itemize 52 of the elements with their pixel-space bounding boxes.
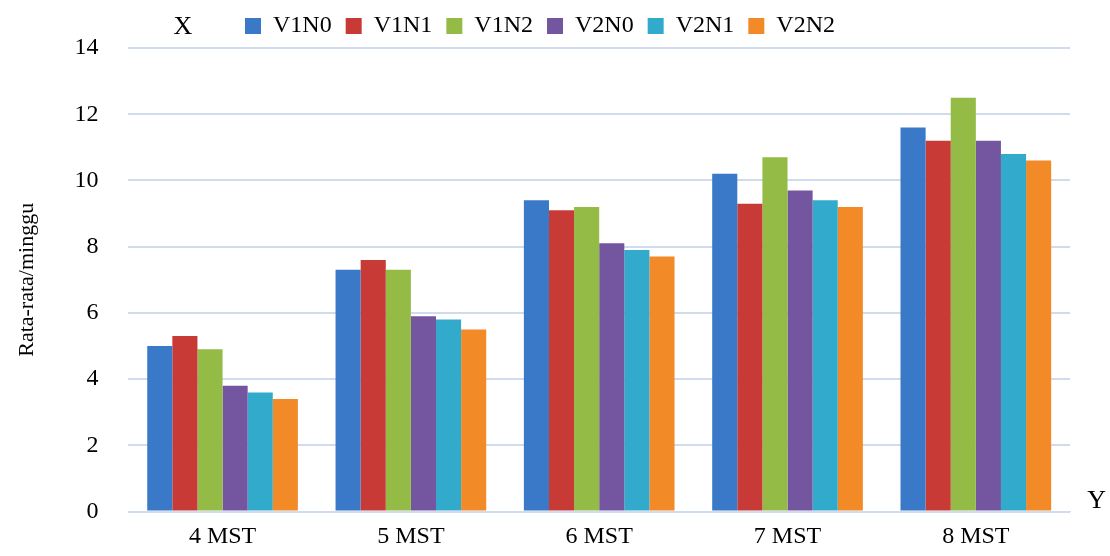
bar [1026, 160, 1052, 511]
y-tick-label: 4 [86, 364, 99, 391]
y-tick-label: 0 [86, 496, 99, 523]
bar [837, 206, 863, 511]
bar [975, 140, 1001, 511]
bar [172, 336, 198, 511]
bar [787, 190, 813, 511]
text: Y [1087, 485, 1107, 515]
legend-label: V2N0 [575, 11, 634, 38]
bar [900, 127, 926, 511]
bar [925, 140, 951, 511]
legend-label: V2N2 [776, 11, 835, 38]
bar [461, 329, 487, 511]
y-tick-label: 14 [74, 33, 99, 60]
bar [649, 256, 675, 511]
bar [272, 399, 298, 511]
bar [410, 316, 436, 511]
legend-label: V2N1 [675, 11, 735, 38]
text: X [173, 10, 193, 40]
y-tick-label: 12 [74, 99, 99, 126]
bar [599, 243, 625, 511]
bar [335, 269, 361, 511]
y-tick-label: 6 [86, 298, 99, 325]
bar [737, 203, 763, 511]
bar [624, 250, 650, 511]
bar [197, 349, 223, 511]
bar [435, 319, 462, 511]
y-tick-label: 10 [74, 165, 99, 192]
x-tick-label: 5 MST [377, 522, 445, 549]
bar [385, 269, 411, 511]
y-axis-title: Rata-rata/minggu [12, 202, 38, 357]
bar [812, 200, 838, 511]
x-tick-label: 7 MST [753, 522, 822, 549]
y-tick-label: 2 [86, 430, 99, 457]
bar [712, 173, 738, 511]
legend-label: V1N2 [474, 11, 534, 38]
bar [523, 200, 549, 511]
legend-label: V1N1 [373, 11, 433, 38]
x-tick-label: 4 MST [188, 522, 257, 549]
bar [762, 157, 788, 511]
bar [360, 259, 386, 511]
bar [950, 97, 976, 511]
y-tick-label: 8 [86, 231, 99, 258]
bar [1000, 153, 1027, 511]
bar [222, 385, 248, 511]
legend-label: V1N0 [273, 11, 332, 38]
bar [247, 392, 273, 511]
bar [147, 346, 173, 511]
x-tick-label: 8 MST [942, 522, 1010, 549]
bar [548, 210, 575, 511]
x-tick-label: 6 MST [565, 522, 634, 549]
bar [574, 206, 600, 511]
